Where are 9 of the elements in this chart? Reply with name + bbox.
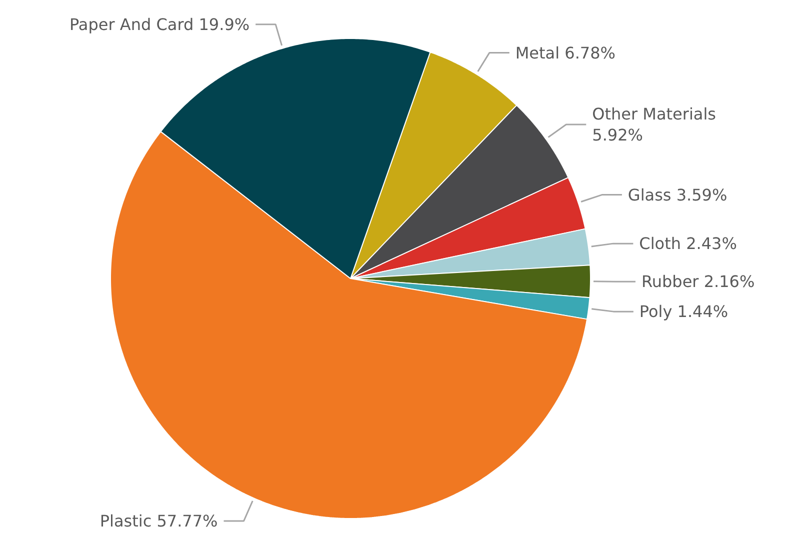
slice-label: Other Materials bbox=[592, 104, 716, 124]
slice-label: Cloth 2.43% bbox=[639, 234, 737, 254]
slice-label: Plastic 57.77% bbox=[100, 512, 218, 531]
data-label: 5.92% bbox=[592, 125, 643, 144]
slice-label: Paper And Card 19.9% bbox=[70, 14, 250, 34]
slice-label: Rubber 2.16% bbox=[641, 272, 755, 292]
slice-label: Metal 6.78% bbox=[515, 43, 616, 62]
slice-label: Glass 3.59% bbox=[628, 185, 728, 204]
slice-label: Poly 1.44% bbox=[639, 302, 728, 322]
